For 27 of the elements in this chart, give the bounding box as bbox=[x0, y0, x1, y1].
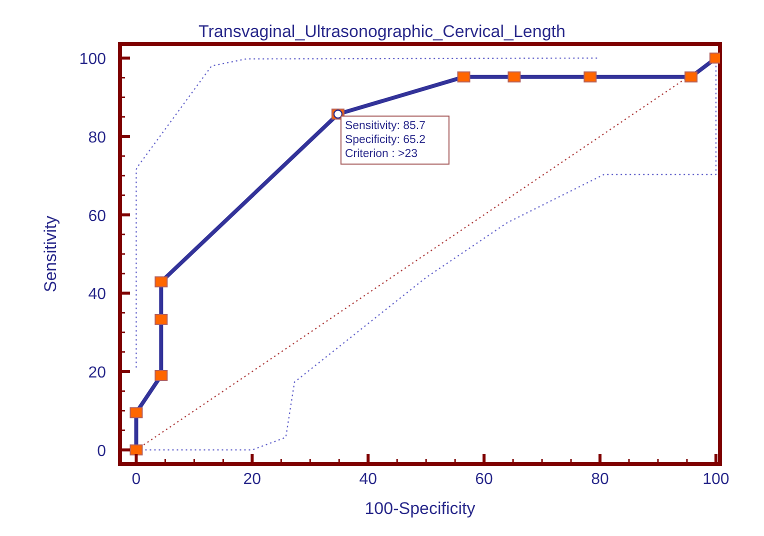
x-tick-label: 80 bbox=[591, 471, 609, 488]
x-tick-label: 100 bbox=[702, 471, 730, 488]
point bbox=[684, 71, 698, 82]
point bbox=[130, 407, 143, 418]
x-tick-label: 0 bbox=[132, 471, 141, 488]
chart-title: Transvaginal_Ultrasonographic_Cervical_Length bbox=[198, 22, 566, 41]
annotation: Specificity: 65.2 bbox=[344, 134, 426, 146]
y-tick-label: 80 bbox=[88, 129, 106, 146]
point bbox=[584, 71, 597, 82]
point bbox=[457, 71, 470, 82]
x-tick-label: 60 bbox=[475, 471, 494, 488]
point bbox=[154, 370, 168, 381]
x-tick-label: 20 bbox=[243, 471, 262, 488]
x-tick-label: 40 bbox=[359, 471, 378, 488]
y-tick-label: 0 bbox=[97, 442, 106, 460]
annotation: Criterion : >23 bbox=[344, 148, 418, 160]
x-axis-title: 100-Specificity bbox=[364, 499, 476, 518]
point bbox=[154, 276, 168, 288]
annotation: Sensitivity: 85.7 bbox=[344, 120, 426, 132]
y-tick-label: 100 bbox=[79, 51, 106, 68]
y-axis-title: Sensitivity bbox=[41, 215, 60, 292]
point bbox=[154, 314, 168, 325]
point bbox=[508, 71, 521, 82]
y-tick-label: 60 bbox=[88, 208, 106, 225]
point bbox=[130, 444, 143, 456]
y-tick-label: 20 bbox=[88, 364, 106, 382]
y-tick-label: 40 bbox=[88, 286, 106, 304]
